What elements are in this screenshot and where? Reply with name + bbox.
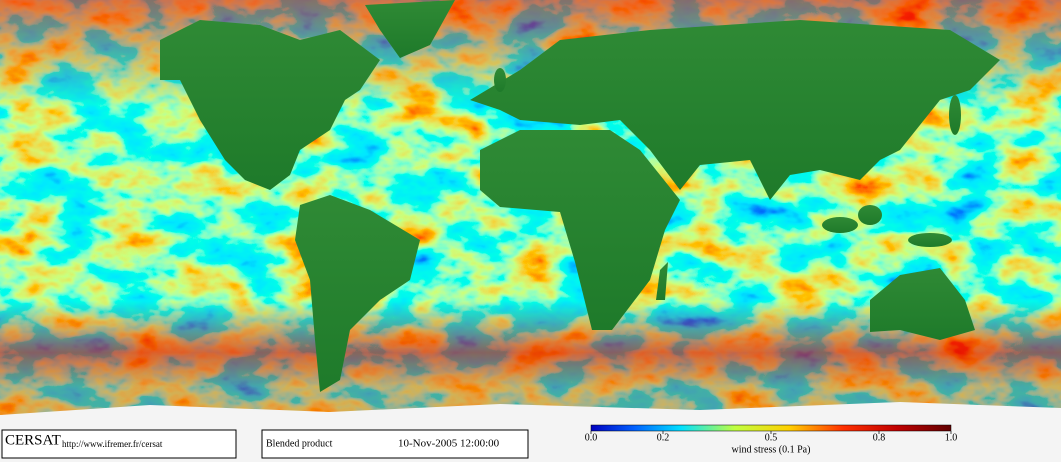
info-bar: CERSAT http://www.ifremer.fr/cersat Blen… [1,424,952,459]
product: Blended product [266,438,333,449]
colorbar-label: wind stress (0.1 Pa) [732,444,811,455]
borneo [858,205,882,225]
australia [870,268,975,340]
colorbar-tick-label: 0.0 [585,432,598,443]
japan [949,95,961,135]
colorbar-tick-label: 0.8 [873,432,886,443]
greenland [365,0,455,58]
colorbar [590,424,952,432]
datetime: 10-Nov-2005 12:00:00 [398,438,500,450]
south-america [295,195,420,392]
colorbar-tick-label: 0.5 [765,432,778,443]
indonesia [822,217,858,233]
logo-box [1,429,237,459]
uk [494,68,506,92]
eurasia [470,20,1000,200]
new-guinea [908,233,952,247]
url: http://www.ifremer.fr/cersat [62,439,163,449]
continents [160,0,1000,392]
africa [480,130,680,330]
colorbar-tick-label: 1.0 [945,432,958,443]
madagascar [656,262,668,300]
colorbar-tick-label: 0.2 [657,432,670,443]
logo: CERSAT [5,432,61,448]
product-box [261,429,529,459]
north-america [160,20,380,190]
